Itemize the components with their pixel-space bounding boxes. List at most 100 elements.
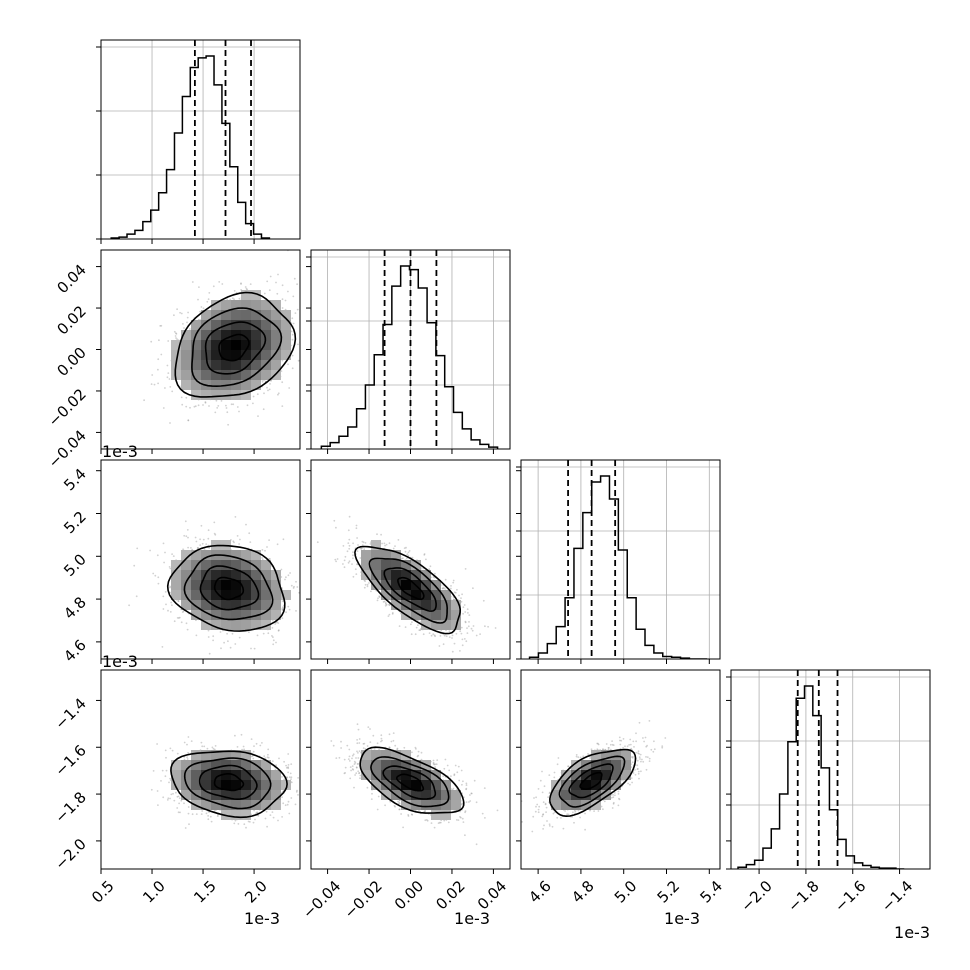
sample-point xyxy=(452,579,455,582)
sample-point xyxy=(378,595,381,598)
sample-point xyxy=(173,620,176,623)
sample-point xyxy=(178,616,181,619)
sample-point xyxy=(336,558,339,560)
density-cell xyxy=(201,600,211,610)
sample-point xyxy=(348,544,351,547)
contour-line xyxy=(397,576,425,601)
density-cell xyxy=(421,590,431,600)
density-cell xyxy=(281,330,291,340)
sample-point xyxy=(170,601,173,604)
density-cell xyxy=(411,590,421,600)
sample-point xyxy=(272,636,274,638)
sample-point xyxy=(335,526,337,529)
sample-point xyxy=(313,582,315,584)
sample-point xyxy=(214,533,217,536)
sample-point xyxy=(291,338,294,341)
sample-point xyxy=(272,643,275,646)
sample-point xyxy=(282,538,285,541)
sample-point xyxy=(276,292,279,295)
histogram-step xyxy=(110,55,271,239)
sample-point xyxy=(288,812,291,815)
density-cell xyxy=(181,370,191,380)
sample-point xyxy=(169,797,172,800)
density-cell xyxy=(411,570,421,580)
sample-point xyxy=(432,633,435,636)
sample-point xyxy=(197,298,199,301)
sample-point xyxy=(442,587,444,590)
sample-point xyxy=(385,543,388,546)
density-cell xyxy=(281,340,291,350)
density-cell xyxy=(251,320,261,330)
sample-point xyxy=(175,333,178,335)
density-cell xyxy=(171,590,181,600)
density-cell xyxy=(191,580,201,590)
density-cell xyxy=(191,590,201,600)
sample-point xyxy=(152,572,155,575)
density-cell xyxy=(431,590,441,600)
density-cell xyxy=(201,590,211,600)
sample-point xyxy=(376,533,378,536)
sample-point xyxy=(164,551,166,554)
scatter-panel-0-1 xyxy=(143,250,306,426)
sample-point xyxy=(410,633,413,636)
sample-point xyxy=(167,609,169,612)
sample-point xyxy=(304,328,306,330)
sample-point xyxy=(410,623,412,626)
density-cell xyxy=(381,550,391,560)
contour-line xyxy=(368,557,449,624)
sample-point xyxy=(271,635,273,637)
sample-point xyxy=(388,613,391,616)
sample-point xyxy=(461,638,464,641)
sample-point xyxy=(293,277,296,280)
sample-point xyxy=(210,820,213,823)
sample-point xyxy=(150,340,153,343)
sample-point xyxy=(183,327,185,329)
sample-point xyxy=(278,757,280,760)
sample-point xyxy=(344,555,347,558)
sample-point xyxy=(461,593,463,596)
sample-point xyxy=(450,587,452,590)
density-cell xyxy=(441,610,451,620)
density-cell xyxy=(211,610,221,620)
sample-point xyxy=(432,576,435,579)
sample-point xyxy=(276,621,279,623)
sample-point xyxy=(186,743,188,746)
sample-point xyxy=(487,625,489,628)
density-cell xyxy=(421,620,431,630)
density-cell xyxy=(261,580,271,590)
sample-point xyxy=(149,549,152,552)
sample-point xyxy=(293,585,295,588)
density-cell xyxy=(211,330,221,340)
sample-point xyxy=(343,566,346,569)
density-cell xyxy=(241,610,251,620)
sample-point xyxy=(174,335,177,337)
density-cell xyxy=(421,580,431,590)
density-cell xyxy=(361,560,371,570)
sample-point xyxy=(262,408,265,411)
sample-point xyxy=(417,624,419,626)
sample-point xyxy=(177,600,180,603)
sample-point xyxy=(291,367,294,370)
sample-point xyxy=(405,557,408,560)
sample-point xyxy=(189,328,191,330)
density-cell xyxy=(191,390,201,400)
sample-point xyxy=(443,634,446,637)
sample-point xyxy=(234,516,237,518)
density-cell xyxy=(221,370,231,380)
sample-point xyxy=(268,388,271,391)
hist-panel-1 xyxy=(311,250,510,449)
density-cell xyxy=(421,570,431,580)
sample-point xyxy=(200,306,203,308)
sample-point xyxy=(363,548,366,551)
contour-line xyxy=(204,321,267,375)
sample-point xyxy=(201,810,204,812)
sample-point xyxy=(434,635,436,638)
density-cell xyxy=(261,340,271,350)
sample-point xyxy=(269,558,271,560)
density-cell xyxy=(371,580,381,590)
sample-point xyxy=(204,401,207,404)
sample-point xyxy=(268,539,270,541)
sample-point xyxy=(295,580,297,583)
sample-point xyxy=(252,750,255,753)
sample-point xyxy=(444,578,447,581)
